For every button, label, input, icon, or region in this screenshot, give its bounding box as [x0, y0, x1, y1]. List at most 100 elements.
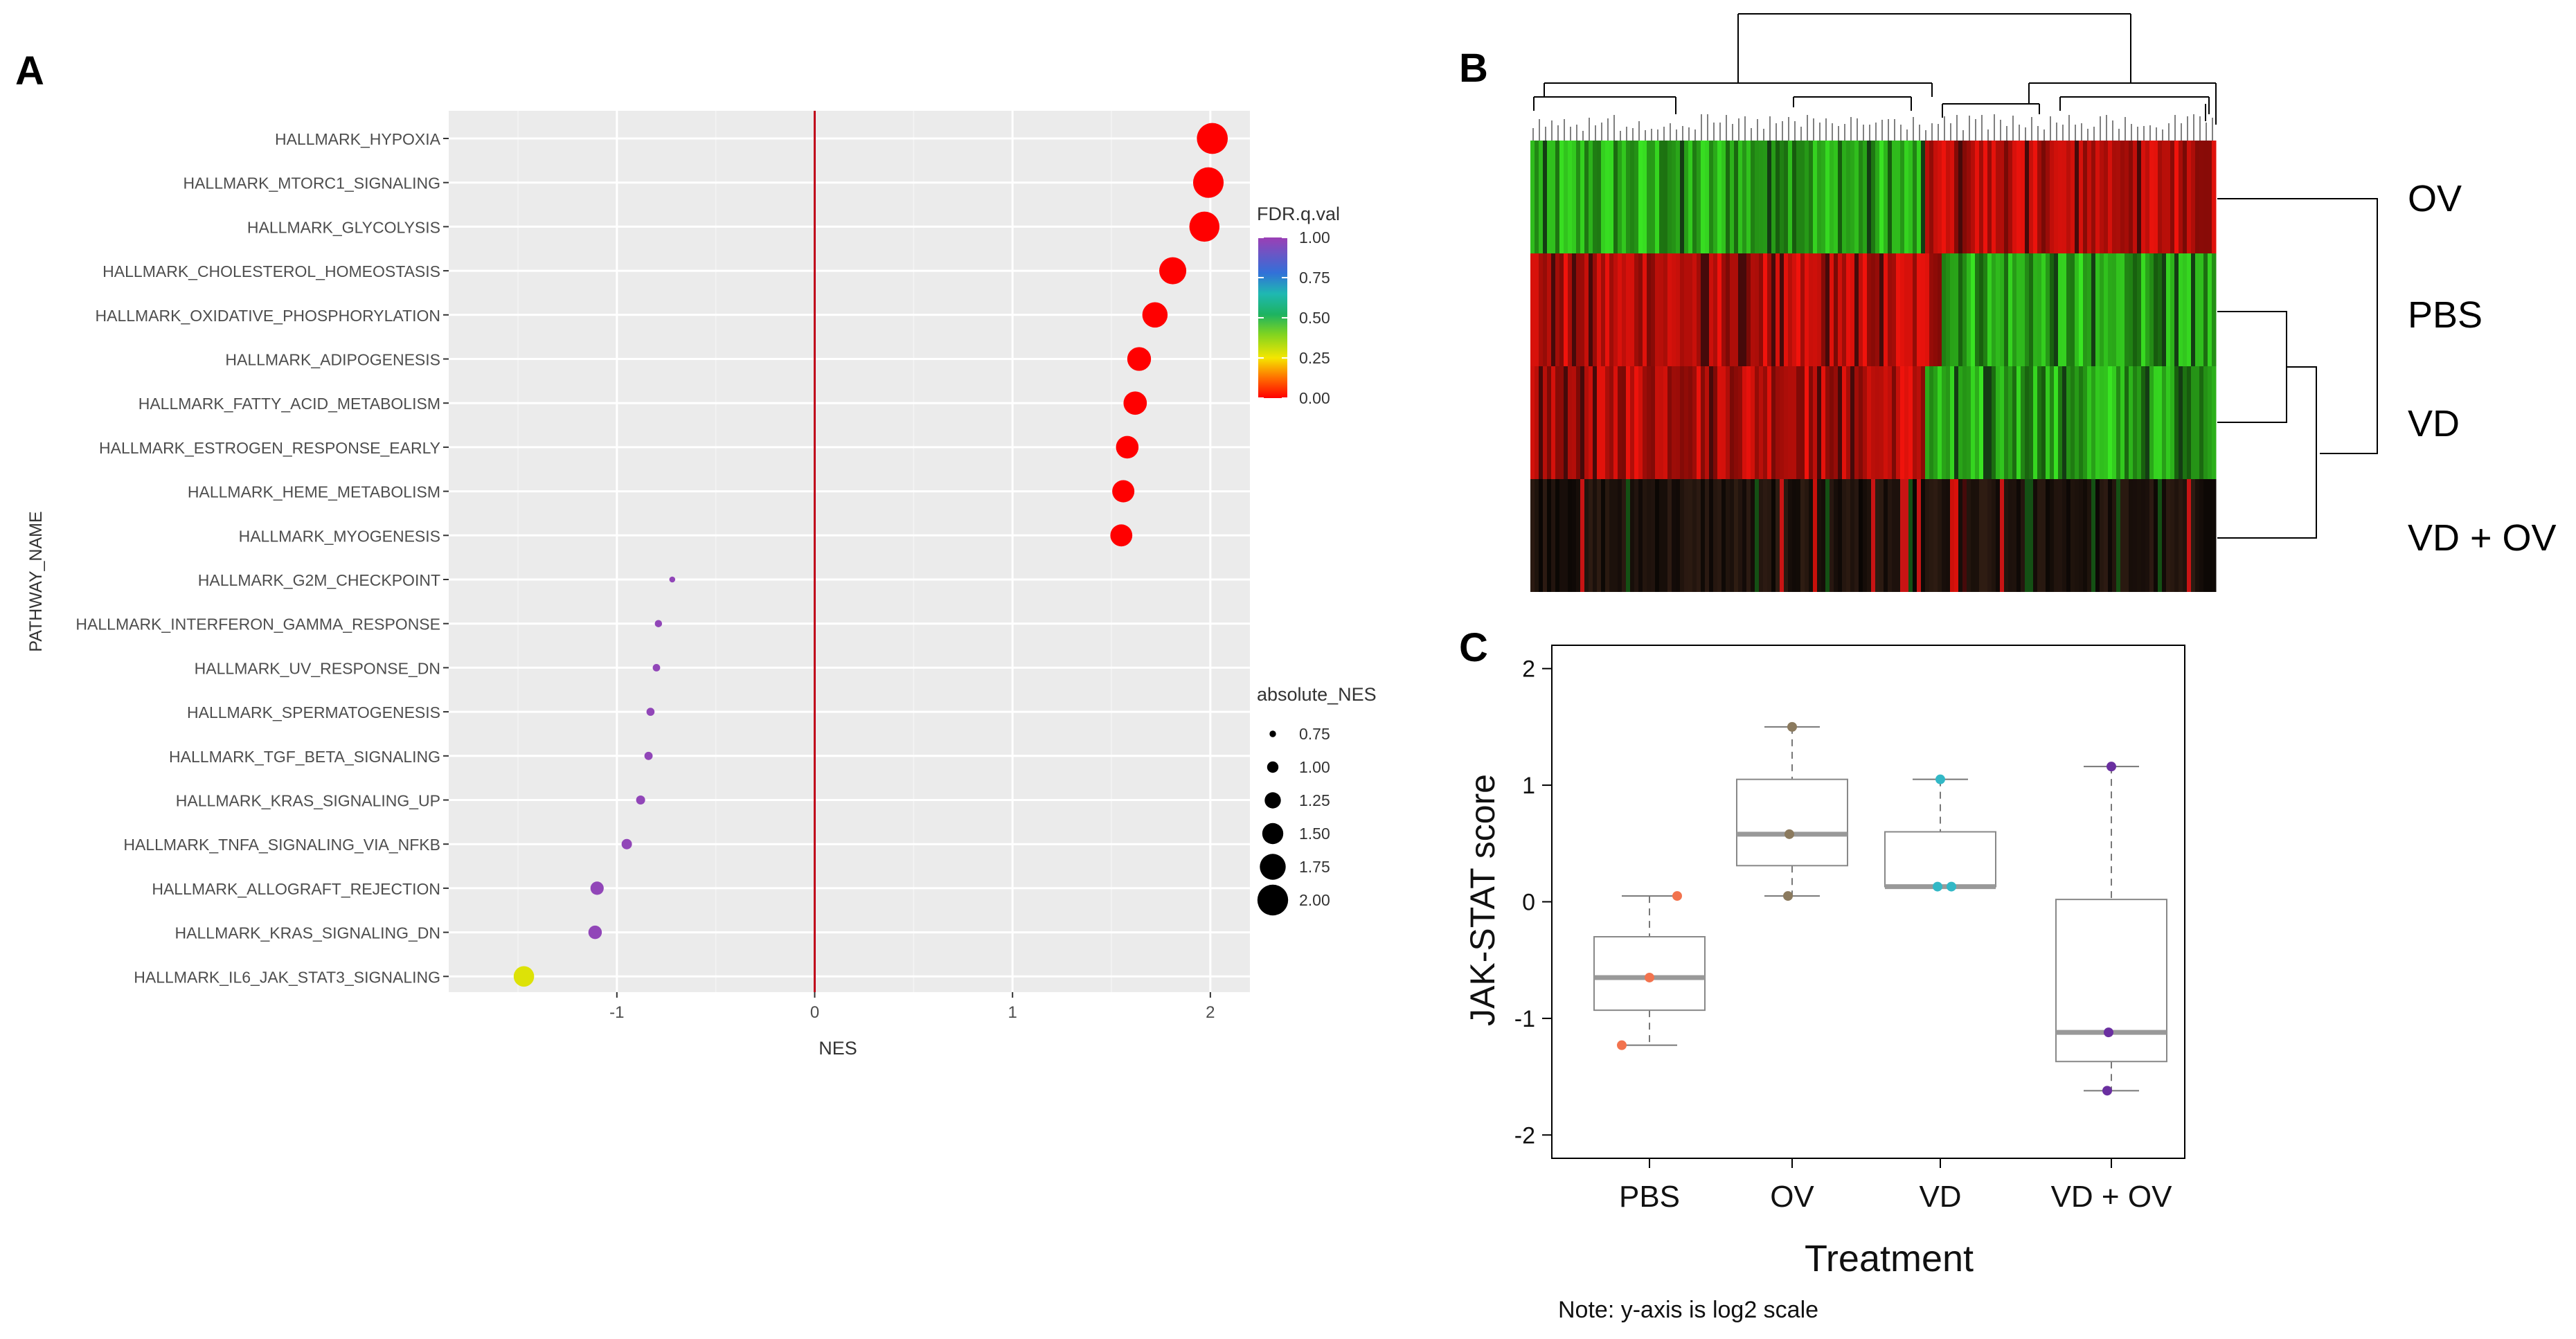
- heatmap-cell: [1987, 479, 1992, 592]
- heatmap-cell: [1838, 366, 1843, 479]
- heatmap-cell: [1971, 366, 1976, 479]
- x-tick-label: 1: [1008, 1003, 1017, 1022]
- heatmap-cell: [1938, 253, 1942, 366]
- heatmap-cell: [1692, 366, 1697, 479]
- heatmap-cell: [1651, 141, 1656, 253]
- heatmap-cell: [1601, 253, 1606, 366]
- heatmap-cell: [1967, 366, 1971, 479]
- heatmap-cell: [2208, 141, 2212, 253]
- heatmap-cell: [2054, 479, 2059, 592]
- panel-c-note: Note: y-axis is log2 scale: [1558, 1297, 1818, 1323]
- heatmap-cell: [2058, 253, 2063, 366]
- heatmap-cell: [1755, 141, 1760, 253]
- heatmap-cell: [1530, 366, 1535, 479]
- heatmap-cell: [1688, 253, 1693, 366]
- x-tick-label: VD: [1919, 1180, 1961, 1214]
- heatmap-cell: [2070, 141, 2075, 253]
- heatmap-cell: [1987, 253, 1992, 366]
- heatmap-cell: [1967, 479, 1971, 592]
- heatmap-cell: [2162, 141, 2167, 253]
- heatmap-cell: [1684, 366, 1689, 479]
- heatmap-cell: [1850, 366, 1855, 479]
- heatmap-cell: [1634, 479, 1639, 592]
- heatmap-cell: [1530, 141, 1535, 253]
- heatmap-cell: [2129, 253, 2134, 366]
- heatmap-cell: [1788, 479, 1793, 592]
- heatmap-cell: [1892, 253, 1897, 366]
- heatmap-cell: [1946, 253, 1951, 366]
- box-body: [2055, 899, 2167, 1063]
- heatmap-cell: [1809, 366, 1814, 479]
- heatmap-cell: [2050, 141, 2055, 253]
- heatmap-grid: [1530, 141, 2217, 592]
- heatmap-cell: [2166, 479, 2171, 592]
- heatmap-cell: [2087, 253, 2092, 366]
- heatmap-cell: [1805, 253, 1809, 366]
- heatmap-cell: [1667, 141, 1672, 253]
- pathway-label: HALLMARK_KRAS_SIGNALING_DN: [175, 924, 440, 942]
- heatmap-cell: [1697, 141, 1701, 253]
- heatmap-cell: [1759, 141, 1764, 253]
- heatmap-cell: [1539, 366, 1544, 479]
- heatmap-cell: [1896, 253, 1901, 366]
- heatmap-cell: [1613, 253, 1618, 366]
- heatmap-cell: [2000, 366, 2005, 479]
- heatmap-cell: [2158, 141, 2163, 253]
- heatmap-cell: [2016, 141, 2021, 253]
- heatmap-cell: [2025, 253, 2030, 366]
- heatmap-cell: [1601, 366, 1606, 479]
- heatmap-cell: [1638, 253, 1643, 366]
- heatmap-cell: [1867, 253, 1872, 366]
- heatmap-cell: [1879, 253, 1884, 366]
- size-legend-label: 1.50: [1299, 825, 1330, 843]
- heatmap-cell: [2016, 253, 2021, 366]
- heatmap-cell: [1535, 141, 1539, 253]
- heatmap-cell: [1580, 141, 1585, 253]
- heatmap-cell: [1971, 479, 1976, 592]
- heatmap-cell: [1547, 253, 1552, 366]
- box-group: [2055, 762, 2167, 1096]
- heatmap-cell: [1958, 253, 1963, 366]
- heatmap-cell: [2100, 479, 2104, 592]
- heatmap-cell: [2116, 479, 2121, 592]
- heatmap-cell: [2054, 366, 2059, 479]
- heatmap-cell: [1767, 479, 1772, 592]
- heatmap-cell: [2137, 366, 2142, 479]
- heatmap-cell: [1709, 253, 1714, 366]
- heatmap-cell: [1929, 366, 1934, 479]
- heatmap-cell: [1535, 253, 1539, 366]
- size-legend-label: 2.00: [1299, 891, 1330, 909]
- heatmap-cell: [2062, 253, 2067, 366]
- heatmap-cell: [2133, 253, 2138, 366]
- heatmap-cell: [1755, 366, 1760, 479]
- pathway-label: HALLMARK_ALLOGRAFT_REJECTION: [152, 880, 440, 898]
- heatmap-cell: [1622, 479, 1627, 592]
- heatmap-cell: [1618, 479, 1622, 592]
- heatmap-cell: [2087, 479, 2092, 592]
- panel-c-y-axis-label: JAK-STAT score: [1463, 774, 1502, 1026]
- heatmap-cell: [1701, 479, 1706, 592]
- heatmap-cell: [2033, 141, 2038, 253]
- heatmap-cell: [2058, 366, 2063, 479]
- data-point: [1933, 881, 1942, 892]
- heatmap-cell: [1676, 141, 1681, 253]
- data-point: [2104, 1027, 2113, 1038]
- pathway-point: [1123, 391, 1147, 415]
- heatmap-cell: [1863, 141, 1868, 253]
- heatmap-cell: [1742, 141, 1747, 253]
- heatmap-cell: [1643, 253, 1647, 366]
- heatmap-cell: [2079, 479, 2084, 592]
- heatmap-cell: [1813, 253, 1818, 366]
- heatmap-cell: [1622, 253, 1627, 366]
- heatmap-cell: [1996, 366, 2001, 479]
- heatmap-cell: [1626, 366, 1631, 479]
- heatmap-cell: [2016, 366, 2021, 479]
- heatmap-cell: [1630, 141, 1635, 253]
- heatmap-cell: [2046, 479, 2050, 592]
- heatmap-cell: [1904, 141, 1909, 253]
- heatmap-cell: [2170, 366, 2175, 479]
- heatmap-cell: [1547, 366, 1552, 479]
- heatmap-cell: [1564, 253, 1568, 366]
- heatmap-cell: [1742, 253, 1747, 366]
- box-group: [1593, 891, 1706, 1050]
